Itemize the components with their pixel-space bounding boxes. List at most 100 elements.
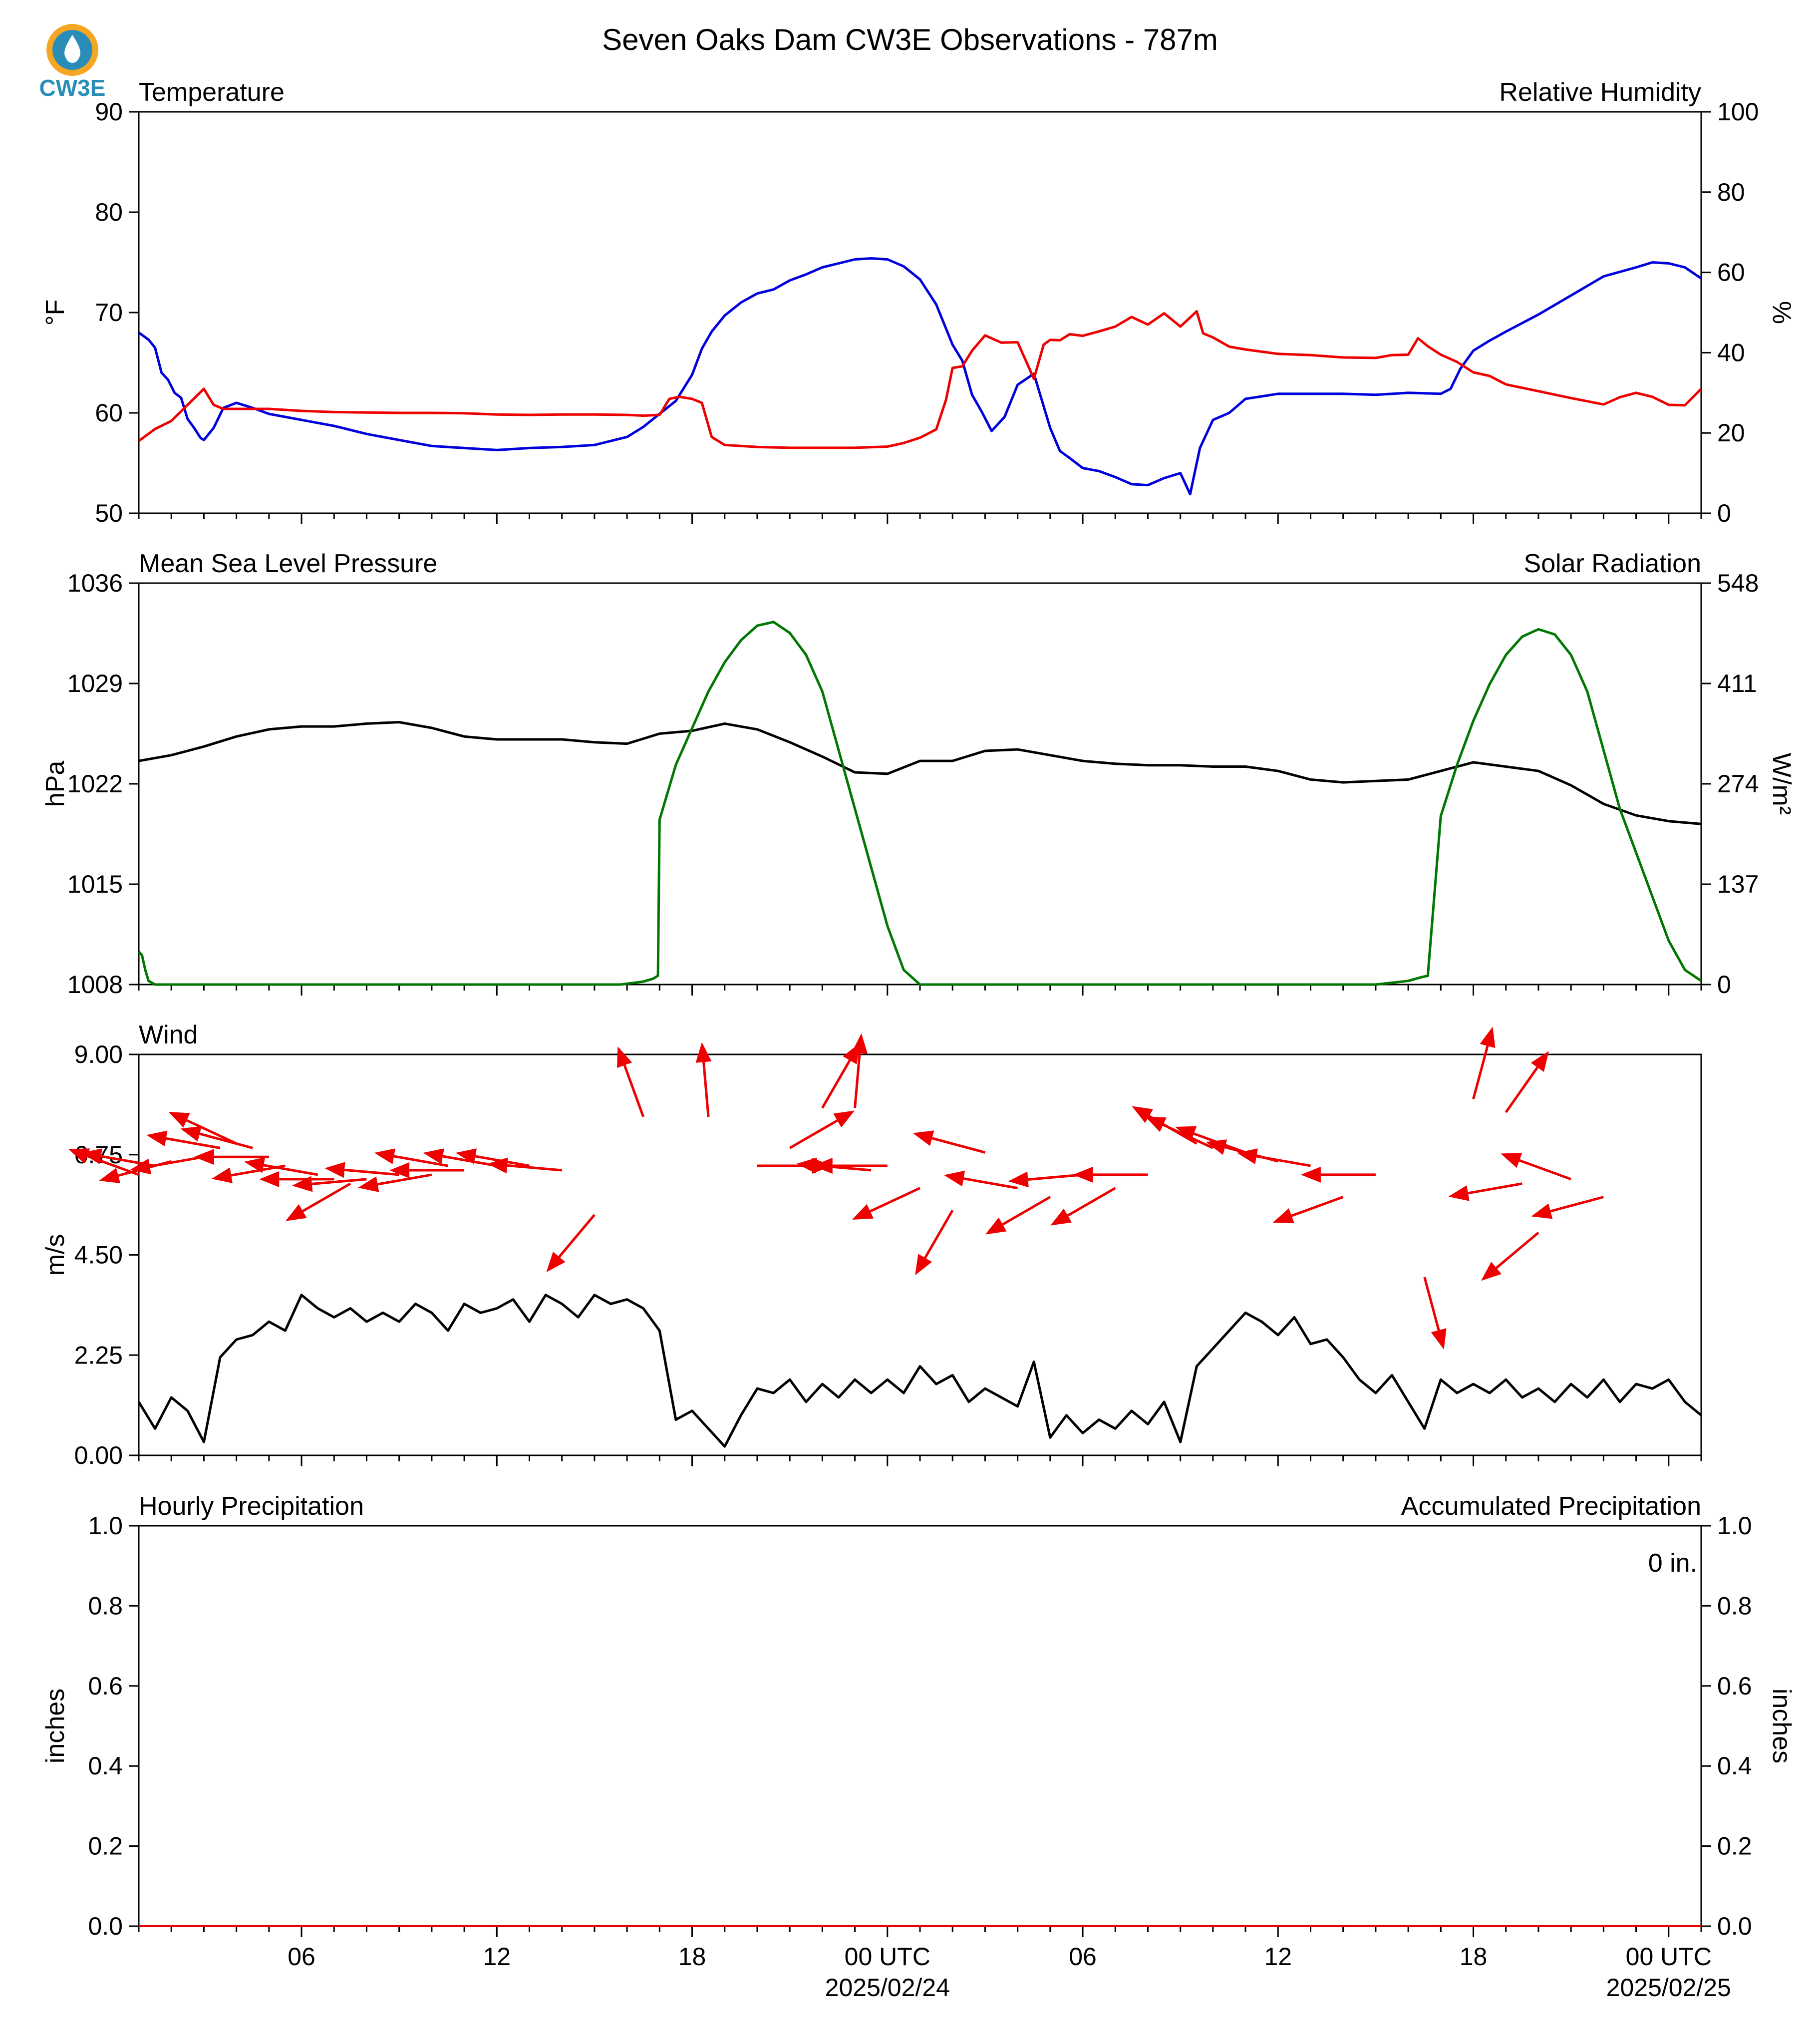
y-tick-label: 70 xyxy=(95,299,123,327)
wind-arrow-head xyxy=(194,1149,214,1165)
wind-arrow-head xyxy=(292,1176,313,1192)
wind-arrow-shaft xyxy=(1028,1173,1083,1181)
y-tick-label: 60 xyxy=(95,399,123,427)
plot-frame xyxy=(138,1525,1702,1927)
y-tick-label: 1008 xyxy=(67,971,123,999)
wind-arrow xyxy=(1423,1277,1447,1350)
wind-arrow-head xyxy=(546,1252,566,1273)
series-line-0 xyxy=(138,721,1702,825)
wind-arrow xyxy=(1501,1153,1572,1181)
wind-arrow-head xyxy=(259,1171,280,1187)
y-tick-label: 1029 xyxy=(67,670,123,697)
wind-arrow-shaft xyxy=(623,1064,645,1117)
logo-drop-icon xyxy=(64,35,80,63)
series-line-0 xyxy=(137,1294,1702,1448)
y-tick-label: 0.0 xyxy=(88,1912,123,1940)
wind-arrow-head xyxy=(130,1158,151,1175)
wind-arrow-head xyxy=(943,1170,965,1187)
y-tick-label: 0.00 xyxy=(74,1441,123,1469)
y-tick-label: 0.8 xyxy=(88,1592,123,1620)
y-tick-label-right: 60 xyxy=(1717,259,1745,287)
wind-arrow-head xyxy=(374,1148,395,1164)
wind-arrow xyxy=(943,1170,1018,1190)
wind-arrow xyxy=(617,1046,645,1117)
wind-arrow-head xyxy=(985,1217,1007,1235)
wind-arrow xyxy=(285,1182,351,1221)
x-tick-date: 2025/02/24 xyxy=(825,1974,950,2002)
wind-arrow-head xyxy=(358,1176,379,1192)
y-tick-label: 0.2 xyxy=(88,1832,123,1860)
wind-arrow-head xyxy=(389,1162,410,1178)
wind-arrow xyxy=(852,1187,921,1220)
wind-arrow-head xyxy=(617,1046,632,1068)
wind-arrow-head xyxy=(146,1130,168,1147)
wind-arrow-shaft xyxy=(789,1119,838,1149)
x-tick-label: 18 xyxy=(678,1943,706,1971)
wind-arrow xyxy=(812,1158,888,1174)
wind-arrow xyxy=(1175,1126,1246,1154)
wind-arrow-shaft xyxy=(821,1059,851,1109)
wind-arrow xyxy=(789,1110,855,1149)
y-tick-label: 50 xyxy=(95,499,123,527)
wind-arrow-shaft xyxy=(1002,1196,1051,1226)
wind-arrow xyxy=(1272,1196,1344,1224)
y-axis-label: °F xyxy=(41,300,70,326)
wind-arrow-head xyxy=(912,1130,934,1146)
wind-arrow-head xyxy=(1175,1126,1197,1141)
wind-arrow xyxy=(487,1157,562,1174)
page-title: Seven Oaks Dam CW3E Observations - 787m xyxy=(602,23,1218,56)
wind-arrow-head xyxy=(324,1162,345,1178)
y-tick-label: 1022 xyxy=(67,770,123,798)
x-tick-date: 2025/02/25 xyxy=(1606,1974,1731,2002)
wind-arrow-head xyxy=(1480,1026,1496,1048)
series-line-1 xyxy=(138,621,1702,986)
panel-title-left: Wind xyxy=(139,1020,198,1049)
y-tick-label-right: 0 xyxy=(1717,499,1731,527)
wind-arrow-shaft xyxy=(870,1187,921,1213)
wind-arrow-head xyxy=(81,1148,103,1164)
wind-arrow-shaft xyxy=(702,1062,710,1117)
wind-arrow-shaft xyxy=(1518,1159,1572,1181)
wind-arrow xyxy=(244,1157,318,1176)
wind-arrow-head xyxy=(1530,1051,1549,1072)
y-axis-label: m/s xyxy=(41,1234,70,1276)
wind-arrow-shaft xyxy=(302,1182,351,1212)
wind-arrow-head xyxy=(1206,1139,1227,1155)
wind-arrow xyxy=(194,1149,269,1165)
wind-arrow-head xyxy=(487,1157,508,1174)
y-tick-label-right: 0.6 xyxy=(1717,1672,1752,1700)
x-tick-label: 00 UTC xyxy=(1626,1943,1712,1971)
wind-arrow-head xyxy=(1531,1203,1553,1219)
y-tick-label-right: 411 xyxy=(1717,670,1757,697)
y-axis-label-right: % xyxy=(1767,301,1796,324)
wind-arrow xyxy=(695,1042,712,1117)
y-axis-label-right: W/m² xyxy=(1767,753,1796,815)
wind-arrow xyxy=(1145,1116,1213,1149)
logo-text: CW3E xyxy=(39,75,106,101)
wind-arrow-head xyxy=(852,1204,874,1220)
wind-arrow xyxy=(180,1126,253,1149)
wind-arrow-shaft xyxy=(1505,1066,1538,1113)
wind-arrow xyxy=(168,1112,237,1145)
chart-panels: 50 60 70 80 90 0 20 40 60 80 100 °F % Temperature Rela… xyxy=(41,78,1796,2002)
wind-arrow xyxy=(1050,1187,1116,1226)
wind-arrow-shaft xyxy=(1423,1277,1440,1331)
y-tick-label-right: 0.8 xyxy=(1717,1592,1752,1620)
y-tick-label-right: 0 xyxy=(1717,971,1731,999)
wind-arrow-shaft xyxy=(166,1137,221,1149)
y-tick-label: 9.00 xyxy=(74,1040,123,1068)
wind-arrow xyxy=(389,1162,465,1178)
cw3e-logo: CW3E xyxy=(39,24,106,101)
wind-arrow-head xyxy=(1501,1153,1522,1168)
wind-arrow-shaft xyxy=(344,1168,399,1176)
wind-arrow-shaft xyxy=(377,1173,432,1186)
x-tick-label: 18 xyxy=(1460,1943,1488,1971)
wind-arrow-shaft xyxy=(854,1053,861,1108)
y-tick-label-right: 0.4 xyxy=(1717,1752,1752,1780)
wind-arrow-head xyxy=(285,1204,307,1221)
wind-arrow-head xyxy=(833,1110,855,1128)
wind-arrow-shaft xyxy=(186,1119,237,1145)
y-tick-label-right: 137 xyxy=(1717,870,1759,898)
